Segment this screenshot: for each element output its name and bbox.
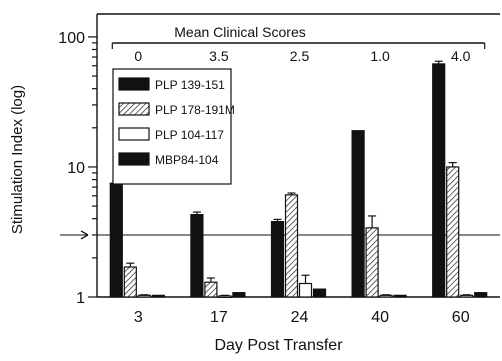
x-axis-label: Day Post Transfer — [214, 337, 343, 354]
legend-swatch — [118, 77, 150, 91]
clinical-score-label: 3.5 — [209, 48, 229, 64]
bar — [460, 294, 474, 298]
legend-label: PLP 178-191M — [155, 103, 235, 117]
clinical-score-label: 1.0 — [370, 48, 390, 64]
x-tick-label: 3 — [134, 309, 143, 326]
y-tick-label: 100 — [58, 30, 85, 47]
x-tick-label: 60 — [452, 309, 470, 326]
bar — [151, 294, 165, 298]
bar — [351, 130, 365, 298]
bar — [204, 281, 218, 298]
x-tick-label: 40 — [371, 309, 389, 326]
bar — [474, 292, 488, 298]
y-axis-label: Stimulation Index (log) — [9, 85, 26, 234]
clinical-score-label: 0 — [134, 48, 142, 64]
bar — [432, 63, 446, 298]
bar — [137, 294, 151, 298]
legend-swatch — [118, 127, 150, 141]
bar — [393, 294, 407, 298]
legend-label: PLP 104-117 — [155, 128, 224, 142]
bar — [270, 220, 285, 298]
bar — [123, 266, 137, 298]
clinical-score-label: 2.5 — [290, 48, 310, 64]
bar — [379, 294, 393, 298]
bar — [298, 282, 313, 298]
x-tick-label: 17 — [210, 309, 228, 326]
legend-swatch — [118, 102, 150, 116]
bar — [109, 182, 123, 298]
legend-label: MBP84-104 — [155, 153, 219, 167]
bar — [284, 194, 299, 298]
bar — [446, 166, 460, 298]
labels: 1 10 100 Stimulation Index (log) 3 17 24 40 60 Da… — [9, 24, 471, 354]
bar — [232, 292, 246, 298]
reference-arrow-head — [80, 230, 89, 240]
legend-swatch — [118, 152, 150, 166]
legend-label: PLP 139-151 — [155, 78, 225, 92]
bar — [312, 288, 327, 298]
y-tick-label: 1 — [76, 290, 85, 307]
y-tick-label: 10 — [67, 160, 85, 177]
x-tick-label: 24 — [291, 309, 309, 326]
legend: PLP 139-151 PLP 178-191M PLP 104-117 MBP84-… — [112, 68, 235, 185]
bar — [218, 295, 232, 298]
bars — [109, 60, 488, 298]
clinical-score-label: 4.0 — [451, 48, 471, 64]
bar — [365, 227, 379, 298]
bar — [190, 214, 204, 298]
clinical-scores-title: Mean Clinical Scores — [174, 24, 306, 40]
